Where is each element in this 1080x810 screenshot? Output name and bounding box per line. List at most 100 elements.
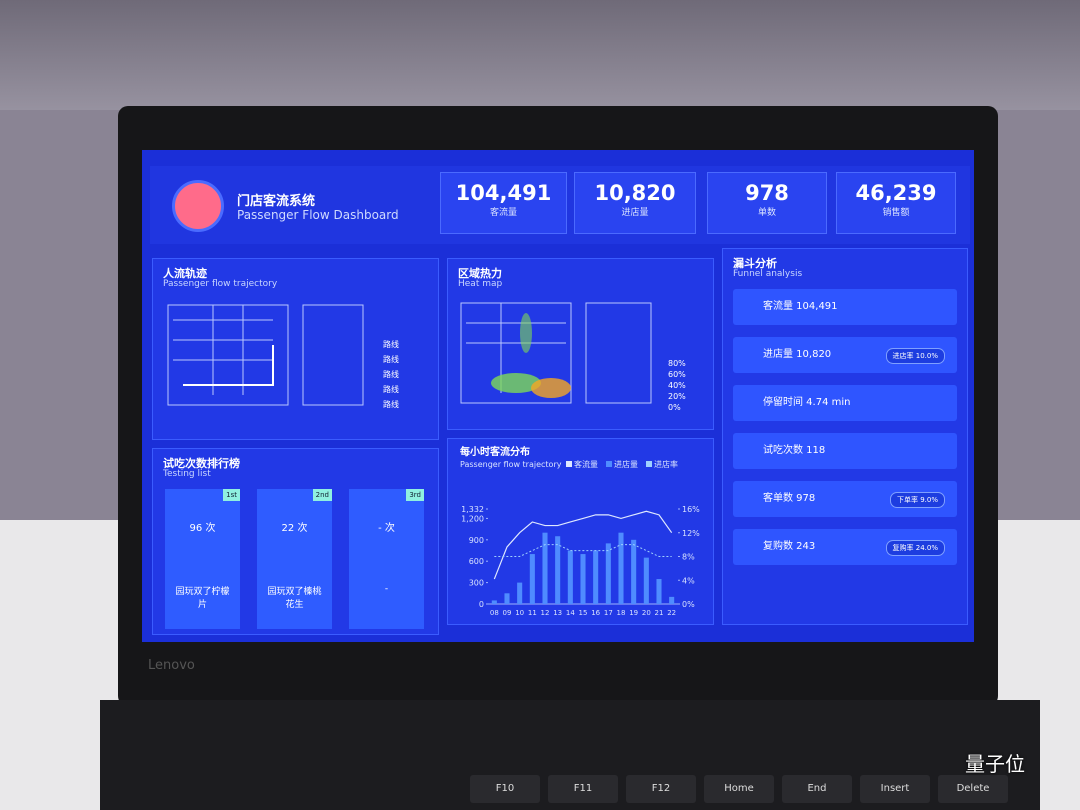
legend-item: 路线	[383, 400, 399, 409]
bar	[504, 593, 510, 604]
legend-label: 进店量	[614, 459, 638, 469]
product: 园玩双了柠檬片	[175, 587, 230, 610]
keyboard: F10 F11 F12 Home End Insert Delete	[470, 775, 1030, 805]
bar	[529, 554, 535, 604]
rank-card: 3rd - 次 -	[349, 489, 424, 629]
funnel-step: 客流量 104,491	[733, 289, 957, 325]
bar	[580, 554, 586, 604]
legend-label: 客流量	[574, 459, 598, 469]
rank: 1st	[223, 489, 240, 501]
dashboard: 门店客流系统 Passenger Flow Dashboard 104,491 客…	[142, 150, 974, 642]
key: F10	[470, 775, 540, 803]
legend-item: 路线	[383, 340, 399, 349]
x-tick-label: 09	[503, 609, 512, 617]
panel-title: 试吃次数排行榜	[163, 457, 240, 470]
funnel-step: 停留时间 4.74 min	[733, 385, 957, 421]
rank: 3rd	[406, 489, 424, 501]
kpi-label: 客流量	[489, 208, 517, 218]
x-tick-label: 16	[591, 609, 600, 617]
key: F11	[548, 775, 618, 803]
x-tick-label: 21	[655, 609, 664, 617]
bar	[567, 550, 573, 604]
legend-swatch	[606, 461, 612, 467]
floor-plan	[167, 304, 364, 406]
bar	[517, 582, 523, 604]
kpi-value: 104,491	[455, 181, 552, 205]
panel-title: 区域热力	[458, 267, 502, 280]
trajectory-panel: 人流轨迹 Passenger flow trajectory 路线 路线 路线 路线路…	[152, 258, 439, 440]
watermark: 量子位	[965, 752, 1025, 776]
key: End	[782, 775, 852, 803]
funnel-step: 客单数 978 下单率 9.0%	[733, 481, 957, 517]
x-tick-label: 14	[566, 609, 575, 617]
brand: Lenovo	[148, 658, 195, 673]
kpi-card: 46,239 销售额	[836, 172, 956, 234]
x-tick-label: 11	[528, 609, 537, 617]
panel-subtitle: Passenger flow trajectory	[163, 279, 278, 289]
bar	[669, 596, 675, 604]
bar	[555, 536, 561, 604]
logo	[172, 180, 224, 232]
rank: 2nd	[312, 489, 332, 501]
product: -	[384, 584, 389, 594]
bar	[491, 600, 497, 604]
kpi-value: 978	[745, 181, 789, 205]
area	[493, 510, 673, 580]
funnel-panel: 漏斗分析 Funnel analysis 客流量 104,491 进店量 10,8…	[722, 248, 968, 625]
y2-tick-label: 8%	[682, 553, 695, 562]
x-tick-label: 18	[617, 609, 626, 617]
line	[494, 544, 672, 557]
legend-swatch	[646, 461, 652, 467]
bar	[643, 557, 649, 604]
chart-title: 每小时客流分布	[460, 445, 530, 458]
bar	[618, 532, 624, 604]
header-title: 门店客流系统	[237, 194, 316, 209]
legend-label: 进店率	[654, 459, 678, 469]
y2-tick-label: 12%	[682, 529, 700, 538]
chart: 每小时客流分布 Passenger flow trajectory 0 300 60…	[460, 445, 700, 617]
panel-subtitle: Funnel analysis	[733, 269, 803, 279]
legend-item: 路线	[383, 385, 399, 394]
bar	[542, 532, 548, 604]
kpi-card: 104,491 客流量	[440, 172, 567, 234]
funnel-step: 试吃次数 118	[733, 433, 957, 469]
kpi-card: 10,820 进店量	[574, 172, 696, 234]
legend-item: 0%	[668, 403, 681, 412]
kpi-label: 单数	[757, 208, 776, 218]
y-tick-label: 300	[469, 579, 484, 588]
rank-card: 2nd 22 次园玩双了榛桃花生	[257, 489, 332, 629]
kpi-card: 978 单数	[707, 172, 827, 234]
kpi-value: 46,239	[855, 181, 937, 205]
bar	[593, 550, 599, 604]
panel-subtitle: Testing list	[163, 469, 211, 479]
x-tick-label: 08	[490, 609, 499, 617]
heatmap-panel: 区域热力 Heat map 80% 60% 40% 20% 0%	[447, 258, 714, 430]
kpi-label: 销售额	[882, 208, 910, 218]
x-tick-label: 20	[642, 609, 651, 617]
key: F12	[626, 775, 696, 803]
heat-plan	[460, 302, 652, 404]
x-tick-label: 22	[667, 609, 676, 617]
key: Delete	[938, 775, 1008, 803]
legend-item: 80%	[668, 359, 686, 368]
y-tick-label: 900	[469, 536, 484, 545]
count: 22 次	[281, 523, 308, 534]
legend-swatch	[566, 461, 572, 467]
chart-subtitle: Passenger flow trajectory	[460, 460, 562, 469]
count: - 次	[378, 523, 395, 534]
y-tick-label: 0	[479, 600, 484, 609]
panel-subtitle: Heat map	[458, 279, 503, 289]
header-subtitle: Passenger Flow Dashboard	[237, 208, 399, 222]
panel-title: 漏斗分析	[733, 257, 777, 270]
legend-item: 20%	[668, 392, 686, 401]
y2-tick-label: 0%	[682, 600, 695, 609]
bar	[631, 539, 637, 604]
rank-card: 1st 96 次园玩双了柠檬片	[165, 489, 240, 629]
legend: 路线 路线 路线 路线 路线	[383, 339, 433, 414]
y2-tick-label: 4%	[682, 576, 695, 585]
badge: 进店率 10.0%	[885, 348, 945, 364]
kpi-value: 10,820	[594, 181, 676, 205]
y2-tick-label: 16%	[682, 505, 700, 514]
legend-item: 60%	[668, 370, 686, 379]
